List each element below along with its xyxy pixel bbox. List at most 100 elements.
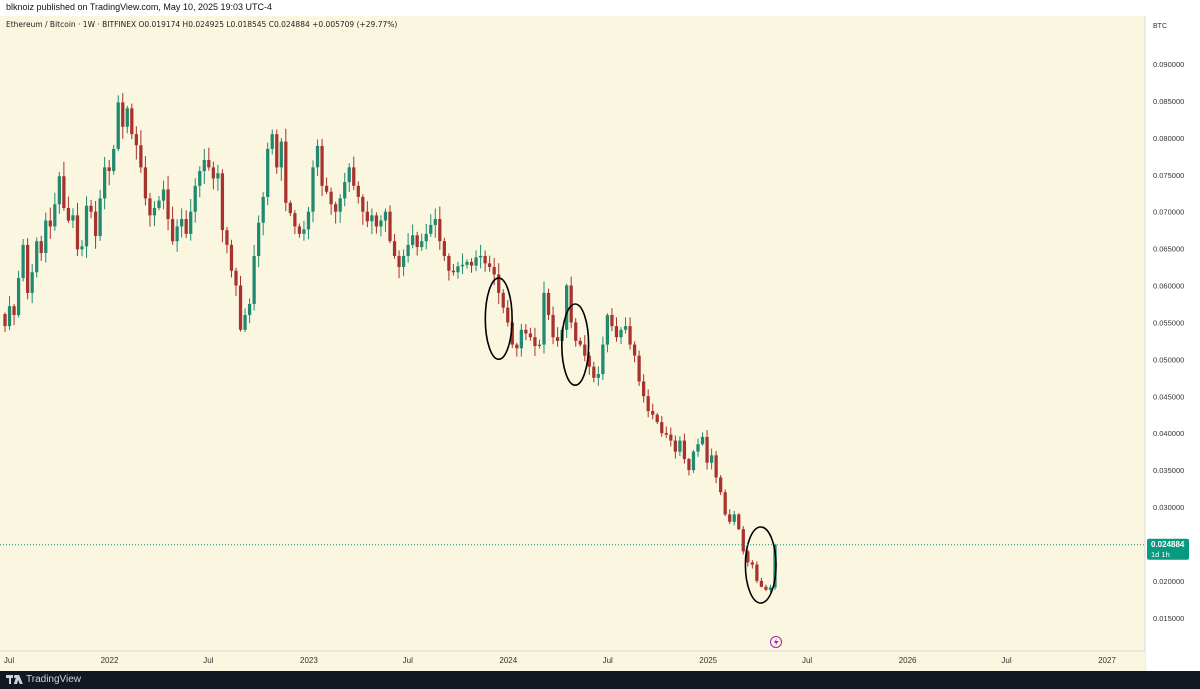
candle-body	[605, 315, 610, 345]
candle-body	[166, 189, 170, 220]
candle-body	[157, 200, 161, 208]
candle-body	[252, 255, 256, 304]
candle-body	[57, 176, 61, 205]
candle-body	[356, 185, 360, 197]
x-tick-label: Jul	[1001, 656, 1011, 665]
candle-body	[488, 263, 492, 268]
candle-body	[537, 344, 542, 347]
lightning-icon[interactable]	[770, 636, 782, 648]
y-tick-label: 0.060000	[1153, 282, 1184, 291]
y-tick-label: 0.055000	[1153, 318, 1184, 327]
y-tick-label: 0.080000	[1153, 134, 1184, 143]
x-tick-label: Jul	[802, 656, 812, 665]
candle-body	[569, 285, 573, 323]
candle-body	[424, 233, 428, 242]
candle-body	[388, 211, 392, 242]
candle-body	[465, 261, 469, 265]
candle-body	[651, 411, 655, 415]
candle-body	[306, 211, 311, 230]
candle-body	[438, 219, 442, 242]
candle-body	[75, 215, 80, 250]
candle-body	[669, 434, 673, 441]
candle-body	[207, 159, 211, 168]
candle-body	[750, 562, 754, 565]
candle-body	[664, 433, 668, 435]
candle-body	[112, 148, 116, 172]
footer-brand: TradingView	[26, 674, 82, 685]
candle-body	[628, 326, 632, 345]
tradingview-mark-icon	[6, 674, 23, 685]
candle-body	[687, 459, 691, 471]
y-tick-label: 0.020000	[1153, 577, 1184, 586]
tradingview-logo[interactable]: TradingView	[6, 674, 81, 685]
time-axis[interactable]	[0, 651, 1145, 671]
candle-body	[497, 274, 501, 293]
candle-body	[700, 436, 705, 445]
last-price-badge	[1147, 538, 1189, 560]
candle-body	[768, 587, 773, 590]
candle-body	[16, 278, 21, 316]
candle-body	[198, 171, 202, 186]
candle-body	[542, 292, 546, 345]
candle-body	[655, 414, 659, 423]
candle-body	[62, 176, 66, 208]
candle-body	[601, 344, 605, 375]
candle-body	[293, 213, 297, 227]
candle-body	[374, 215, 379, 227]
candle-body	[48, 220, 52, 227]
y-tick-label: 0.065000	[1153, 245, 1184, 254]
candle-body	[456, 266, 460, 273]
candle-body	[392, 241, 397, 256]
annotation-circle	[484, 277, 513, 361]
candle-body	[134, 134, 138, 146]
candle-body	[420, 241, 424, 248]
x-tick-label: 2024	[499, 656, 517, 665]
candle-body	[257, 222, 261, 256]
candle-body	[189, 211, 193, 234]
y-tick-label: 0.045000	[1153, 392, 1184, 401]
candle-body	[297, 226, 302, 234]
candle-body	[12, 306, 16, 316]
candle-body	[26, 244, 30, 293]
candle-body	[148, 198, 152, 216]
x-tick-label: Jul	[4, 656, 14, 665]
candle-body	[510, 322, 514, 345]
candle-body	[746, 551, 750, 563]
candle-body	[709, 455, 714, 463]
candle-body	[288, 202, 292, 214]
candle-body	[229, 244, 234, 271]
price-axis[interactable]	[1145, 16, 1200, 671]
x-tick-label: 2027	[1098, 656, 1116, 665]
candle-body	[732, 514, 736, 522]
candle-body	[361, 196, 365, 212]
attribution-text: blknoiz published on TradingView.com, Ma…	[6, 2, 272, 12]
candle-body	[469, 261, 474, 266]
candle-body	[243, 315, 247, 330]
candle-body	[555, 337, 560, 341]
candle-body	[161, 189, 166, 201]
annotation-circle	[744, 526, 777, 604]
candle-body	[365, 211, 369, 222]
candle-body	[175, 226, 179, 242]
candle-body	[429, 224, 433, 234]
candle-body	[524, 329, 528, 334]
candle-body	[773, 544, 777, 588]
price-chart[interactable]: Ethereum / Bitcoin · 1W · BITFINEX O0.01…	[0, 16, 1200, 671]
attribution-bar: blknoiz published on TradingView.com, Ma…	[0, 0, 1200, 17]
candle-body	[719, 477, 723, 493]
candle-body	[578, 340, 582, 345]
candle-body	[143, 167, 148, 199]
candle-body	[515, 344, 519, 349]
candle-body	[220, 173, 225, 231]
candles-layer	[3, 93, 777, 593]
candle-body	[642, 381, 646, 397]
candle-body	[619, 329, 623, 338]
candle-body	[592, 366, 596, 378]
candle-body	[343, 182, 347, 199]
candle-body	[193, 185, 197, 212]
candle-body	[21, 244, 25, 279]
last-price-value: 0.024884	[1151, 540, 1185, 549]
candle-body	[338, 198, 342, 212]
candle-body	[39, 241, 43, 254]
candle-body	[406, 244, 410, 256]
